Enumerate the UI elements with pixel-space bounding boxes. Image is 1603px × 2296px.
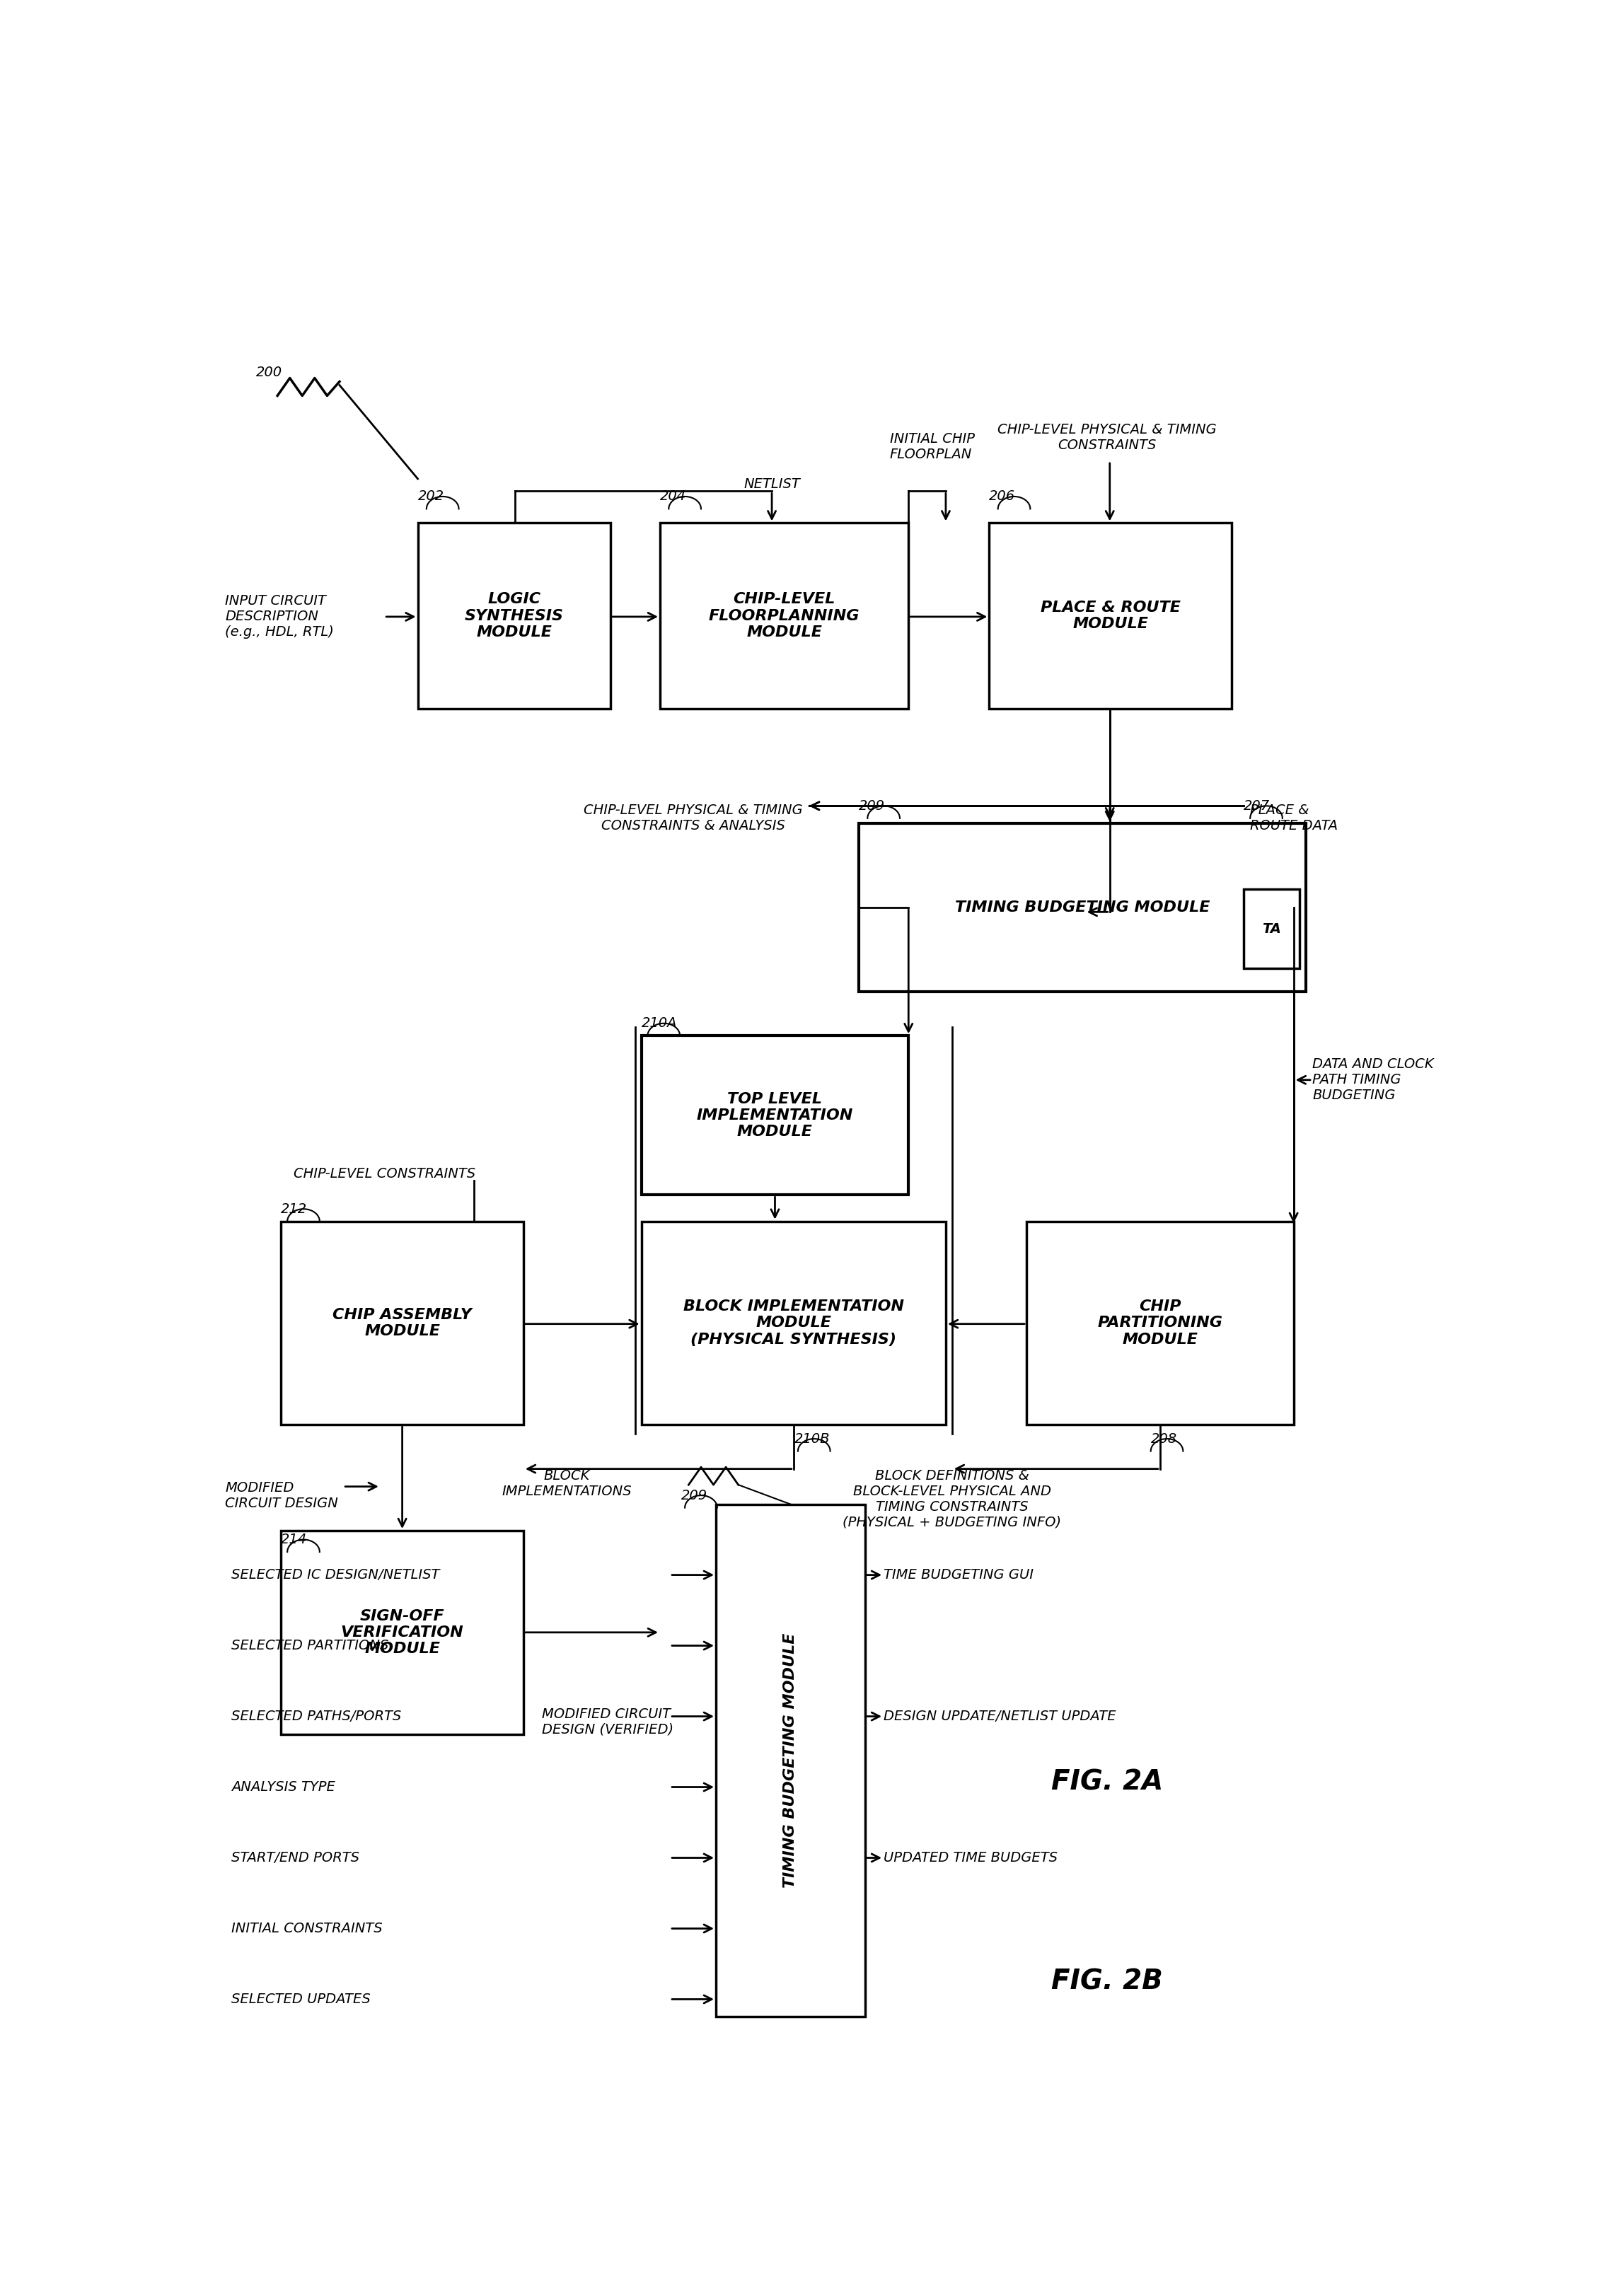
Text: INITIAL CHIP
FLOORPLAN: INITIAL CHIP FLOORPLAN — [890, 432, 975, 461]
FancyBboxPatch shape — [1244, 889, 1300, 969]
FancyBboxPatch shape — [641, 1035, 909, 1194]
Text: MODIFIED
CIRCUIT DESIGN: MODIFIED CIRCUIT DESIGN — [224, 1481, 338, 1511]
Text: 209: 209 — [859, 799, 885, 813]
Text: CHIP-LEVEL
FLOORPLANNING
MODULE: CHIP-LEVEL FLOORPLANNING MODULE — [709, 592, 859, 638]
Text: SELECTED PATHS/PORTS: SELECTED PATHS/PORTS — [231, 1711, 401, 1722]
Text: 206: 206 — [989, 489, 1016, 503]
Text: SELECTED UPDATES: SELECTED UPDATES — [231, 1993, 370, 2007]
Text: 210B: 210B — [793, 1433, 830, 1446]
Text: TIMING BUDGETING MODULE: TIMING BUDGETING MODULE — [784, 1632, 798, 1887]
FancyBboxPatch shape — [1026, 1221, 1294, 1424]
Text: CHIP-LEVEL CONSTRAINTS: CHIP-LEVEL CONSTRAINTS — [293, 1166, 476, 1180]
FancyBboxPatch shape — [717, 1504, 866, 2016]
FancyBboxPatch shape — [859, 824, 1306, 992]
FancyBboxPatch shape — [641, 1221, 946, 1424]
Text: DESIGN UPDATE/NETLIST UPDATE: DESIGN UPDATE/NETLIST UPDATE — [883, 1711, 1116, 1722]
Text: BLOCK DEFINITIONS &
BLOCK-LEVEL PHYSICAL AND
TIMING CONSTRAINTS
(PHYSICAL + BUDG: BLOCK DEFINITIONS & BLOCK-LEVEL PHYSICAL… — [843, 1469, 1061, 1529]
Text: LOGIC
SYNTHESIS
MODULE: LOGIC SYNTHESIS MODULE — [465, 592, 564, 638]
Text: 200: 200 — [256, 365, 282, 379]
FancyBboxPatch shape — [281, 1531, 523, 1733]
Text: SELECTED PARTITIONS: SELECTED PARTITIONS — [231, 1639, 390, 1653]
Text: TOP LEVEL
IMPLEMENTATION
MODULE: TOP LEVEL IMPLEMENTATION MODULE — [697, 1093, 853, 1139]
Text: START/END PORTS: START/END PORTS — [231, 1851, 359, 1864]
Text: CHIP-LEVEL PHYSICAL & TIMING
CONSTRAINTS: CHIP-LEVEL PHYSICAL & TIMING CONSTRAINTS — [997, 422, 1217, 452]
Text: SIGN-OFF
VERIFICATION
MODULE: SIGN-OFF VERIFICATION MODULE — [341, 1609, 463, 1655]
Text: 208: 208 — [1151, 1433, 1177, 1446]
Text: 204: 204 — [660, 489, 686, 503]
Text: TIMING BUDGETING MODULE: TIMING BUDGETING MODULE — [955, 900, 1210, 914]
Text: FIG. 2A: FIG. 2A — [1052, 1768, 1164, 1795]
Text: DATA AND CLOCK
PATH TIMING
BUDGETING: DATA AND CLOCK PATH TIMING BUDGETING — [1313, 1058, 1433, 1102]
Text: SELECTED IC DESIGN/NETLIST: SELECTED IC DESIGN/NETLIST — [231, 1568, 439, 1582]
Text: 212: 212 — [281, 1203, 308, 1215]
FancyBboxPatch shape — [418, 523, 611, 709]
Text: 210A: 210A — [641, 1017, 676, 1031]
Text: CHIP
PARTITIONING
MODULE: CHIP PARTITIONING MODULE — [1098, 1300, 1223, 1345]
Text: NETLIST: NETLIST — [744, 478, 800, 491]
Text: CHIP ASSEMBLY
MODULE: CHIP ASSEMBLY MODULE — [332, 1309, 471, 1339]
Text: BLOCK IMPLEMENTATION
MODULE
(PHYSICAL SYNTHESIS): BLOCK IMPLEMENTATION MODULE (PHYSICAL SY… — [683, 1300, 904, 1345]
FancyBboxPatch shape — [989, 523, 1231, 709]
Text: PLACE &
ROUTE DATA: PLACE & ROUTE DATA — [1250, 804, 1339, 833]
Text: TA: TA — [1263, 923, 1281, 934]
Text: 214: 214 — [281, 1534, 308, 1545]
Text: ANALYSIS TYPE: ANALYSIS TYPE — [231, 1779, 335, 1793]
Text: 207: 207 — [1244, 799, 1270, 813]
Text: INITIAL CONSTRAINTS: INITIAL CONSTRAINTS — [231, 1922, 383, 1936]
Text: UPDATED TIME BUDGETS: UPDATED TIME BUDGETS — [883, 1851, 1058, 1864]
FancyBboxPatch shape — [660, 523, 909, 709]
Text: TIME BUDGETING GUI: TIME BUDGETING GUI — [883, 1568, 1034, 1582]
Text: 209: 209 — [681, 1488, 707, 1502]
Text: PLACE & ROUTE
MODULE: PLACE & ROUTE MODULE — [1040, 602, 1180, 631]
Text: CHIP-LEVEL PHYSICAL & TIMING
CONSTRAINTS & ANALYSIS: CHIP-LEVEL PHYSICAL & TIMING CONSTRAINTS… — [583, 804, 803, 833]
FancyBboxPatch shape — [281, 1221, 523, 1424]
Text: INPUT CIRCUIT
DESCRIPTION
(e.g., HDL, RTL): INPUT CIRCUIT DESCRIPTION (e.g., HDL, RT… — [224, 595, 333, 638]
Text: BLOCK
IMPLEMENTATIONS: BLOCK IMPLEMENTATIONS — [502, 1469, 632, 1497]
Text: MODIFIED CIRCUIT
DESIGN (VERIFIED): MODIFIED CIRCUIT DESIGN (VERIFIED) — [542, 1708, 673, 1736]
Text: FIG. 2B: FIG. 2B — [1052, 1968, 1164, 1995]
Text: 202: 202 — [418, 489, 444, 503]
